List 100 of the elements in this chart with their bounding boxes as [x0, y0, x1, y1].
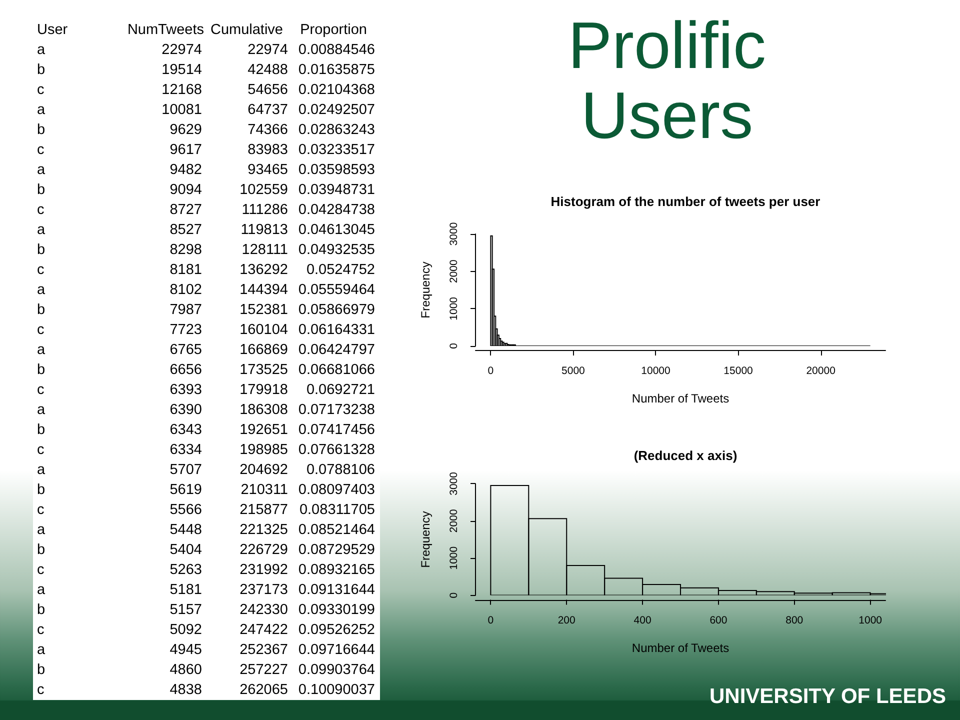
- x-axis-title: Number of Tweets: [632, 640, 730, 655]
- data-label: 5157: [170, 601, 202, 620]
- data-label: 186308: [240, 401, 288, 420]
- data-label: 0.05559464: [298, 281, 375, 300]
- data-label: 237173: [240, 581, 288, 600]
- data-label: 0.07661328: [298, 441, 375, 460]
- data-label: 198985: [240, 441, 288, 460]
- y-tick-label: 0: [448, 342, 460, 349]
- data-label: 5263: [170, 561, 202, 580]
- category-label: a: [37, 101, 46, 120]
- data-label: 242330: [240, 601, 288, 620]
- chart-title: Histogram of the number of tweets per user: [550, 194, 820, 209]
- text: UNIVERSITY OF LEEDS: [710, 684, 946, 710]
- data-label: 74366: [248, 121, 288, 140]
- data-label: 0.06164331: [298, 321, 375, 340]
- data-label: 0.0524752: [306, 261, 375, 280]
- category-label: b: [37, 541, 46, 560]
- data-label: 111286: [242, 201, 288, 220]
- data-label: 9629: [170, 121, 202, 140]
- category-label: a: [37, 221, 46, 240]
- data-label: 226729: [240, 541, 288, 560]
- data-label: 8527: [170, 221, 202, 240]
- category-label: c: [37, 561, 44, 580]
- category-label: c: [37, 681, 44, 700]
- data-label: 8727: [170, 201, 202, 220]
- x-tick-label: 1000: [858, 614, 882, 626]
- data-label: 262065: [240, 681, 288, 700]
- data-label: 9482: [170, 161, 202, 180]
- x-tick-label: 10000: [641, 365, 670, 377]
- category-label: a: [37, 281, 46, 300]
- data-label: 9094: [170, 181, 202, 200]
- data-label: 0.09716644: [298, 641, 375, 660]
- data-label: 5448: [170, 521, 202, 540]
- data-label: 6765: [170, 341, 202, 360]
- category-label: b: [37, 481, 46, 500]
- x-tick-label: 600: [710, 614, 728, 626]
- category-label: c: [37, 141, 44, 160]
- y-tick-label: 2000: [448, 509, 460, 533]
- category-label: b: [37, 61, 46, 80]
- data-label: 9617: [170, 141, 202, 160]
- category-label: b: [37, 121, 46, 140]
- y-axis-title: Frequency: [418, 262, 432, 318]
- data-label: 0.04284738: [298, 201, 375, 220]
- chart-title: (Reduced x axis): [634, 448, 738, 463]
- category-label: c: [37, 261, 44, 280]
- data-label: 0.03233517: [298, 141, 375, 160]
- data-label: 0.08521464: [298, 521, 375, 540]
- y-tick-label: 2000: [448, 259, 460, 284]
- category-label: c: [37, 321, 44, 340]
- text: Proportion: [300, 21, 367, 40]
- data-label: 0.04613045: [298, 221, 375, 240]
- data-label: 0.07417456: [298, 421, 375, 440]
- category-label: a: [37, 161, 46, 180]
- data-label: 210311: [240, 481, 288, 500]
- category-label: c: [37, 81, 44, 100]
- data-label: 7987: [170, 301, 202, 320]
- data-label: 119813: [240, 221, 288, 240]
- category-label: c: [37, 441, 44, 460]
- data-label: 8102: [170, 281, 202, 300]
- category-label: b: [37, 181, 46, 200]
- category-label: c: [37, 621, 44, 640]
- data-label: 0.02492507: [298, 101, 375, 120]
- category-label: a: [37, 401, 46, 420]
- data-label: 42488: [248, 61, 288, 80]
- series-label: NumTweets: [127, 21, 204, 40]
- x-tick-label: 5000: [562, 365, 586, 377]
- y-axis-title: Frequency: [418, 511, 432, 568]
- data-label: 166869: [240, 341, 288, 360]
- y-tick-label: 0: [448, 592, 460, 598]
- text: Prolific Users: [566, 8, 768, 152]
- data-label: 0.00884546: [298, 41, 375, 60]
- data-label: 0.03948731: [298, 181, 375, 200]
- category-label: a: [37, 521, 46, 540]
- data-label: 144394: [240, 281, 288, 300]
- data-label: 22974: [162, 41, 202, 60]
- category-label: c: [37, 201, 44, 220]
- data-label: 64737: [248, 101, 288, 120]
- data-label: 5404: [170, 541, 202, 560]
- data-label: 221325: [240, 521, 288, 540]
- data-label: 0.04932535: [298, 241, 375, 260]
- data-label: 136292: [240, 261, 288, 280]
- text: User: [37, 21, 68, 40]
- data-label: 93465: [248, 161, 288, 180]
- data-label: 8298: [170, 241, 202, 260]
- data-label: 215877: [240, 501, 288, 520]
- data-label: 192651: [240, 421, 288, 440]
- y-tick-label: 3000: [448, 222, 460, 246]
- data-label: 5566: [170, 501, 202, 520]
- category-label: a: [37, 341, 46, 360]
- data-label: 0.0788106: [306, 461, 375, 480]
- category-label: a: [37, 581, 46, 600]
- data-label: 8181: [170, 261, 202, 280]
- data-label: 4860: [170, 661, 202, 680]
- data-label: 0.05866979: [298, 301, 375, 320]
- data-label: 252367: [240, 641, 288, 660]
- data-label: 0.09330199: [298, 601, 375, 620]
- x-tick-label: 20000: [806, 365, 836, 377]
- data-label: 0.06424797: [298, 341, 375, 360]
- data-label: 6334: [170, 441, 202, 460]
- category-label: b: [37, 241, 46, 260]
